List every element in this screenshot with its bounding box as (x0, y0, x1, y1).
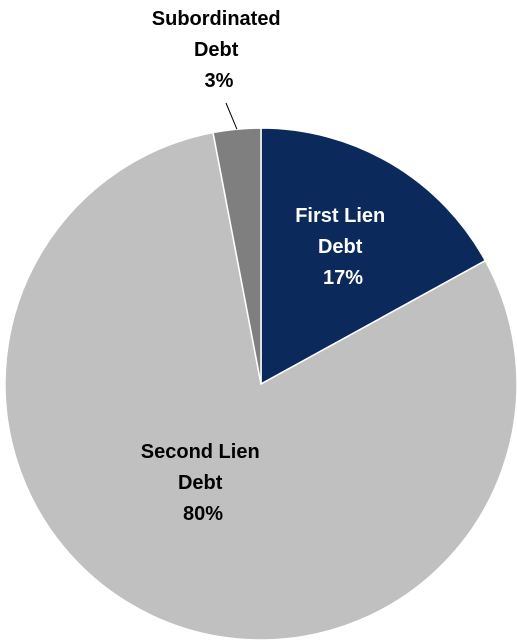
subordinated-debt-leader-line (225, 102, 238, 130)
subordinated-percent: 3% (205, 70, 234, 92)
second-lien-label-line-2: Debt (178, 472, 223, 494)
first-lien-label-line-2: Debt (318, 236, 363, 258)
pie-slice-second-lien-debt (4, 131, 517, 641)
first-lien-label-line-1: First Lien (295, 205, 385, 227)
pie-slices (4, 127, 517, 641)
second-lien-percent: 80% (183, 503, 223, 525)
subordinated-label: Subordinated Debt 3% (152, 8, 286, 92)
subordinated-label-line-2: Debt (194, 39, 239, 61)
pie-slice-first-lien-debt (260, 127, 487, 386)
second-lien-label: Second Lien Debt 80% (141, 441, 265, 525)
first-lien-percent: 17% (323, 267, 363, 289)
second-lien-label-line-1: Second Lien (141, 441, 260, 463)
first-lien-label: First Lien Debt 17% (295, 205, 391, 289)
subordinated-label-line-1: Subordinated (152, 8, 281, 30)
